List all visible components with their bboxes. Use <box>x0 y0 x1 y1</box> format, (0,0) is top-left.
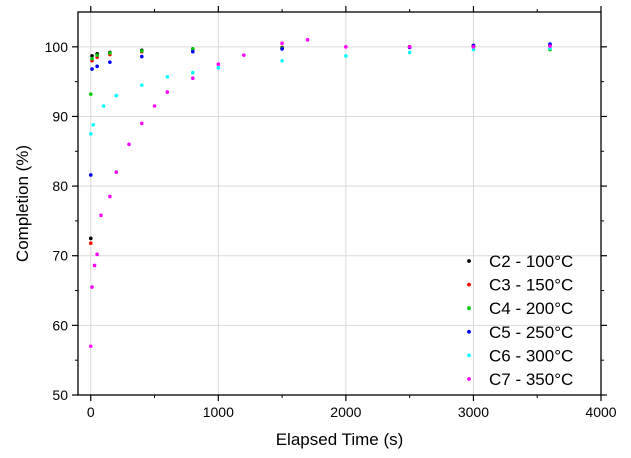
data-point <box>280 41 284 46</box>
data-point <box>90 56 94 61</box>
x-tick-label: 0 <box>87 404 95 420</box>
data-point <box>95 64 99 69</box>
y-axis-title: Completion (%) <box>13 145 32 262</box>
legend-label: C2 - 100°C <box>489 252 573 271</box>
legend-marker <box>467 329 471 334</box>
legend-label: C5 - 250°C <box>489 323 573 342</box>
x-tick-label: 2000 <box>330 404 361 420</box>
legend-marker <box>467 259 471 263</box>
data-point <box>90 67 94 71</box>
axis-ticks <box>72 6 607 401</box>
data-point <box>280 47 284 51</box>
series-1 <box>88 42 552 241</box>
data-point <box>108 51 112 55</box>
data-point <box>305 38 310 42</box>
data-point <box>191 49 195 54</box>
data-point <box>88 92 93 96</box>
data-point <box>139 54 144 59</box>
y-tick-label: 50 <box>52 387 68 403</box>
data-point <box>90 285 94 289</box>
data-point <box>344 54 348 58</box>
data-point <box>88 173 93 177</box>
data-point <box>407 45 412 49</box>
series-5 <box>88 46 552 136</box>
legend-marker <box>467 353 471 358</box>
data-point <box>92 263 97 268</box>
y-tick-label: 100 <box>45 39 69 55</box>
data-point <box>165 90 170 94</box>
data-point <box>152 104 157 108</box>
legend-label: C4 - 200°C <box>489 299 573 318</box>
data-point <box>471 45 476 49</box>
data-point <box>548 44 552 48</box>
data-point <box>139 83 144 87</box>
data-point <box>191 47 195 51</box>
legend-item: C3 - 150°C <box>467 276 573 295</box>
data-point <box>114 93 119 98</box>
y-tick-label: 60 <box>52 317 68 333</box>
data-point <box>91 123 96 127</box>
series-2 <box>88 43 552 245</box>
data-point <box>216 62 221 67</box>
y-tick-label: 70 <box>52 248 68 264</box>
data-point <box>165 74 170 79</box>
legend-item: C7 - 350°C <box>467 370 573 389</box>
axis-tick-labels: 0 1000 2000 3000 4000 50 60 70 80 90 100 <box>45 39 617 420</box>
series-4 <box>88 42 552 177</box>
x-tick-label: 4000 <box>585 404 616 420</box>
data-point <box>139 49 144 53</box>
data-point <box>191 76 195 80</box>
data-point <box>88 344 93 349</box>
data-point <box>127 142 131 147</box>
data-point <box>88 241 93 245</box>
data-point <box>216 65 221 70</box>
legend-marker <box>467 282 471 287</box>
data-point <box>101 104 106 108</box>
data-point <box>280 58 284 63</box>
data-point <box>95 252 99 257</box>
x-tick-label: 3000 <box>458 404 489 420</box>
legend-label: C3 - 150°C <box>489 276 573 295</box>
data-point <box>344 45 348 49</box>
data-point <box>407 50 412 55</box>
data-point <box>95 53 99 57</box>
data-point <box>99 213 103 218</box>
data-point <box>191 70 195 75</box>
x-tick-label: 1000 <box>203 404 234 420</box>
data-point <box>108 60 112 64</box>
data-point <box>88 236 93 241</box>
data-point <box>139 121 144 126</box>
legend-label: C7 - 350°C <box>489 370 573 389</box>
scatter-points <box>88 38 552 349</box>
data-point <box>471 47 476 52</box>
series-3 <box>88 45 552 96</box>
data-point <box>90 54 94 58</box>
data-point <box>242 53 246 57</box>
legend-label: C6 - 300°C <box>489 346 573 365</box>
plot-frame <box>77 11 602 396</box>
y-tick-label: 80 <box>52 178 68 194</box>
legend-item: C2 - 100°C <box>467 252 573 271</box>
legend-item: C6 - 300°C <box>467 346 573 365</box>
legend-item: C4 - 200°C <box>467 299 573 318</box>
legend: C2 - 100°C C3 - 150°C C4 - 200°C C5 - 250°C… <box>467 252 573 389</box>
legend-marker <box>467 306 471 311</box>
data-point <box>88 132 93 136</box>
legend-item: C5 - 250°C <box>467 323 573 342</box>
legend-marker <box>467 377 471 381</box>
data-point <box>114 170 119 174</box>
x-axis-title: Elapsed Time (s) <box>276 430 404 449</box>
y-tick-label: 90 <box>52 108 68 124</box>
series-6 <box>88 38 552 349</box>
data-point <box>108 194 112 199</box>
